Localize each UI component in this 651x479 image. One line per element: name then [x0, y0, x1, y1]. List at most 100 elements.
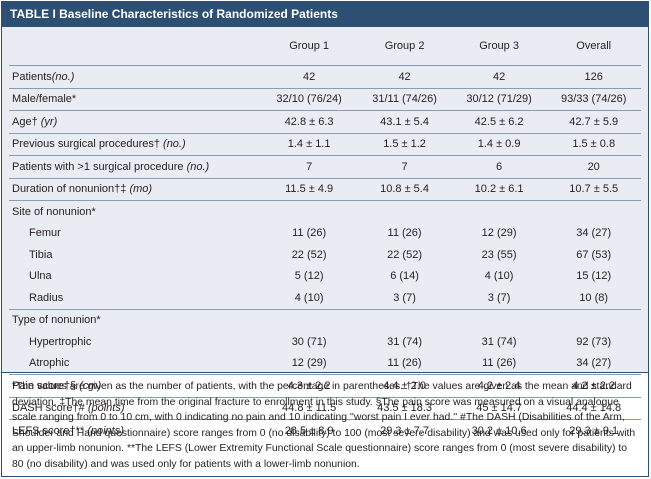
value-cell: 4 (10) — [484, 270, 514, 283]
table-row: Radius 4 (10) 3 (7) 3 (7) 10 (8) — [9, 287, 641, 309]
value-cell: 42.7 ± 5.9 — [546, 110, 641, 133]
table-row: DASH score†# (points) 44.8 ± 11.5 43.5 ± 1… — [9, 396, 641, 420]
header-label-cell — [9, 27, 261, 66]
value-cell: 28.5 ± 8.9 — [260, 419, 358, 442]
row-label: LEFS score†** (points) — [9, 419, 261, 442]
value-cell: 12 (29) — [291, 357, 327, 370]
value-cell: 11 (26) — [292, 227, 327, 240]
row-label: Patients with >1 surgical procedure (no.… — [9, 155, 261, 178]
row-unit: (no.) — [51, 70, 75, 83]
value-cell — [357, 308, 452, 331]
table-row: Patients(no.) 42 42 42 126 — [9, 66, 641, 89]
value-cell: 11 (26) — [387, 227, 422, 240]
value-cell: 22 (52) — [387, 248, 422, 261]
value-cell — [260, 308, 358, 331]
value-cell: 11 (26) — [387, 357, 422, 370]
value-cell: 31 (74) — [387, 335, 422, 348]
row-label: Ulna — [9, 266, 261, 288]
value-cell: 42 — [492, 70, 506, 83]
table-rows: Patients(no.) 42 42 42 126 Male/female* 32/10 … — [9, 66, 641, 442]
value-cell: 42.5 ± 6.2 — [451, 110, 547, 133]
value-cell — [451, 308, 547, 331]
column-header: Group 2 — [357, 27, 452, 66]
value-cell: 1.4 ± 1.1 — [260, 132, 358, 156]
value-cell: 31/11 (74/26) — [357, 87, 452, 111]
row-label: Previous surgical procedures† (no.) — [9, 132, 261, 156]
value-cell: 42 — [398, 70, 411, 83]
value-cell: 10.8 ± 5.4 — [357, 177, 452, 201]
row-label: Hypertrophic — [9, 331, 261, 353]
table-row: Femur 11 (26) 11 (26) 12 (29) 34 (27) — [9, 223, 641, 245]
value-cell: 126 — [584, 70, 603, 83]
row-label-text: Pain score†§ — [12, 379, 80, 392]
table-row: Tibia 22 (52) 22 (52) 23 (55) 67 (53) — [9, 244, 641, 266]
value-cell: 34 (27) — [576, 357, 612, 370]
row-label-text: Femur — [29, 227, 61, 240]
value-cell: 45 ± 14.7 — [451, 396, 547, 420]
row-label-text: Duration of nonunion†‡ — [12, 183, 130, 196]
value-cell: 34 (27) — [576, 227, 612, 240]
value-cell: 6 (14) — [390, 270, 419, 283]
value-cell: 4.3 ± 2.2 — [260, 374, 358, 397]
value-cell: 42 — [303, 70, 316, 83]
value-cell: 5 (12) — [294, 270, 324, 283]
value-cell: 7 — [357, 155, 452, 178]
value-cell: 92 (73) — [576, 335, 612, 348]
value-cell: 7 — [260, 155, 358, 178]
row-label-text: Previous surgical procedures† — [12, 138, 164, 151]
column-header: Overall — [546, 27, 641, 66]
value-cell: 30/12 (71/29) — [451, 87, 547, 111]
row-label: DASH score†# (points) — [9, 396, 261, 420]
row-label-text: Patients with >1 surgical procedure — [12, 160, 187, 173]
table-row: Duration of nonunion†‡ (mo) 11.5 ± 4.9 10.… — [9, 177, 641, 201]
row-unit: (yr) — [40, 115, 58, 128]
table-row: Age† (yr) 42.8 ± 6.3 43.1 ± 5.4 42.5 ± 6.2 4… — [9, 110, 641, 133]
value-cell: 6 — [451, 155, 547, 178]
value-cell: 31 (74) — [481, 335, 517, 348]
table-row: Ulna 5 (12) 6 (14) 4 (10) 15 (12) — [9, 266, 641, 288]
table-body: Group 1 Group 2 Group 3 Overall Patients… — [2, 27, 648, 442]
row-label: Pain score†§ (cm) — [9, 374, 261, 397]
value-cell: 1.5 ± 0.8 — [546, 132, 641, 156]
value-cell: 67 (53) — [576, 248, 612, 261]
value-cell: 4.2 ± 2.4 — [451, 374, 547, 397]
row-label: Duration of nonunion†‡ (mo) — [9, 177, 261, 201]
value-cell: 1.4 ± 0.9 — [451, 132, 547, 156]
row-label: Atrophic — [9, 353, 261, 375]
row-unit: (no.) — [186, 160, 210, 173]
value-cell: 11.5 ± 4.9 — [260, 177, 358, 201]
value-cell: 10 (8) — [579, 291, 609, 304]
value-cell: 11 (26) — [482, 357, 517, 370]
row-unit: (cm) — [79, 379, 102, 392]
row-label-text: Tibia — [29, 248, 53, 261]
row-label: Patients(no.) — [9, 66, 261, 89]
value-cell — [546, 200, 641, 223]
value-cell: 10.2 ± 6.1 — [451, 177, 547, 201]
value-cell: 29.3 ± 7.7 — [357, 419, 452, 442]
row-label: Site of nonunion* — [9, 200, 261, 223]
table-title: TABLE I Baseline Characteristics of Rand… — [2, 2, 648, 27]
value-cell: 30.2 ± 10.6 — [451, 419, 547, 442]
value-cell — [451, 200, 547, 223]
row-label-text: LEFS score†** — [12, 424, 88, 437]
value-cell: 32/10 (76/24) — [260, 87, 358, 111]
value-cell: 10.7 ± 5.5 — [546, 177, 641, 201]
column-header: Group 3 — [451, 27, 547, 66]
row-label-text: Age† — [12, 115, 41, 128]
table-row: Site of nonunion* — [9, 200, 641, 223]
table-row: Male/female* 32/10 (76/24) 31/11 (74/26) 30… — [9, 87, 641, 111]
table-row: Type of nonunion* — [9, 308, 641, 331]
value-cell: 12 (29) — [481, 227, 517, 240]
table-row: Patients with >1 surgical procedure (no.… — [9, 155, 641, 178]
row-label-text: Male/female* — [12, 93, 77, 106]
value-cell: 20 — [546, 155, 641, 178]
value-cell: 43.5 ± 18.3 — [357, 396, 452, 420]
row-label-text: Atrophic — [29, 357, 70, 370]
row-label: Radius — [9, 287, 261, 309]
value-cell — [357, 200, 452, 223]
row-label: Femur — [9, 223, 261, 245]
value-cell: 4.4 ± 2.0 — [357, 374, 452, 397]
row-label: Age† (yr) — [9, 110, 261, 133]
row-label-text: Patients — [12, 70, 52, 83]
row-label-text: DASH score†# — [12, 402, 88, 415]
